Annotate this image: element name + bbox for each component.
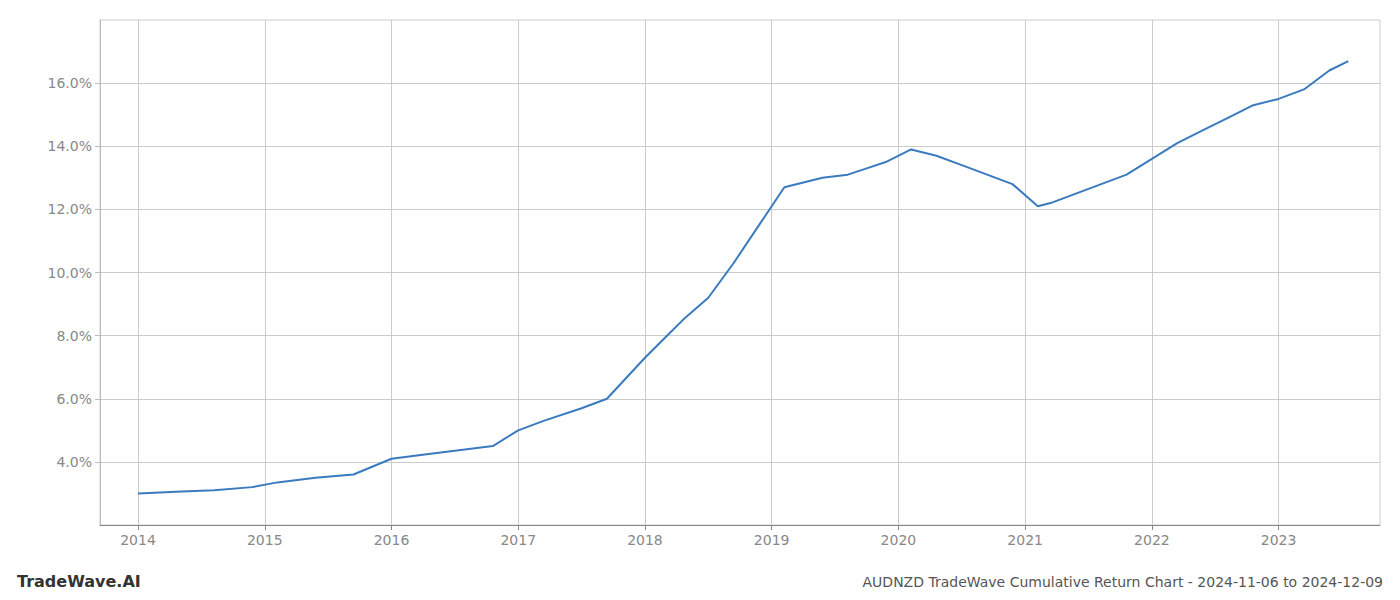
- svg-text:2020: 2020: [881, 532, 917, 548]
- svg-text:8.0%: 8.0%: [56, 328, 92, 344]
- svg-text:16.0%: 16.0%: [48, 75, 92, 91]
- svg-text:AUDNZD TradeWave Cumulative Re: AUDNZD TradeWave Cumulative Return Chart…: [863, 574, 1383, 590]
- svg-text:TradeWave.AI: TradeWave.AI: [17, 572, 141, 591]
- svg-text:2021: 2021: [1007, 532, 1043, 548]
- svg-text:2017: 2017: [500, 532, 536, 548]
- svg-text:12.0%: 12.0%: [48, 201, 92, 217]
- svg-text:2015: 2015: [247, 532, 283, 548]
- svg-text:6.0%: 6.0%: [56, 391, 92, 407]
- svg-text:2022: 2022: [1134, 532, 1170, 548]
- svg-text:4.0%: 4.0%: [56, 454, 92, 470]
- svg-text:2023: 2023: [1261, 532, 1297, 548]
- svg-text:14.0%: 14.0%: [48, 138, 92, 154]
- svg-text:2016: 2016: [374, 532, 410, 548]
- svg-text:10.0%: 10.0%: [48, 265, 92, 281]
- svg-text:2014: 2014: [120, 532, 156, 548]
- svg-text:2019: 2019: [754, 532, 790, 548]
- svg-text:2018: 2018: [627, 532, 663, 548]
